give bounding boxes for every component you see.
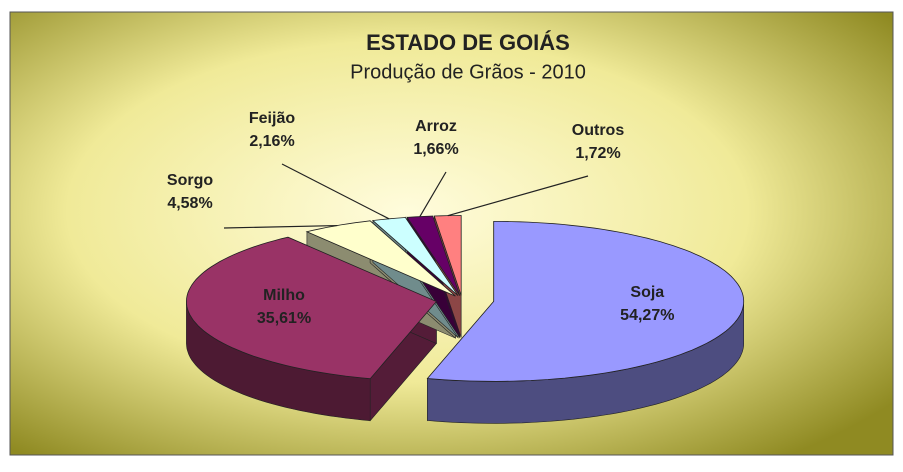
slice-value-label: 1,72% [575, 145, 620, 162]
slice-label: Outros [572, 122, 625, 139]
slice [426, 221, 745, 382]
slice-value-label: 1,66% [413, 141, 458, 158]
leader-line [419, 171, 447, 217]
slice-label: Milho [263, 287, 305, 304]
slice-value-label: 35,61% [257, 310, 311, 327]
slice-value-label: 4,58% [167, 195, 212, 212]
slice [185, 236, 438, 380]
slice-label: Feijão [249, 110, 295, 127]
slice-label: Arroz [415, 118, 457, 135]
leader-line [447, 175, 589, 217]
chart-subtitle: Produção de Grãos - 2010 [350, 61, 586, 83]
leader-line [223, 224, 338, 229]
slice-label: Sorgo [167, 172, 213, 189]
slice [371, 217, 459, 296]
chart-title: ESTADO DE GOIÁS [366, 30, 570, 55]
slice [305, 220, 456, 297]
slice-label: Soja [630, 284, 664, 301]
slice-value-label: 54,27% [620, 307, 674, 324]
slice [433, 215, 462, 296]
slice-value-label: 2,16% [249, 133, 294, 150]
leader-line [281, 163, 390, 220]
